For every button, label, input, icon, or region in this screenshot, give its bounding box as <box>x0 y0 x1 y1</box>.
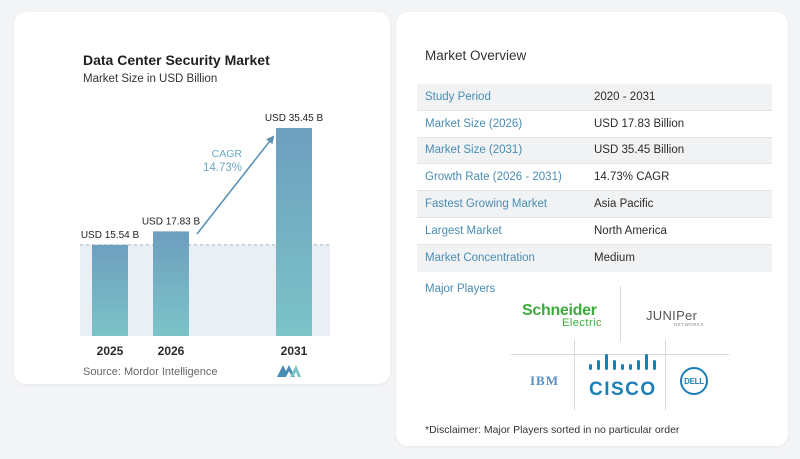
cisco-bar <box>613 360 616 370</box>
overview-row-value: USD 17.83 Billion <box>594 117 685 130</box>
ibm-logo-text: IBM <box>530 373 559 388</box>
overview-table: Study Period 2020 - 2031 Market Size (2026… <box>417 84 772 272</box>
overview-row-value: 14.73% CAGR <box>594 171 670 184</box>
chart-title: Data Center Security Market <box>83 52 270 68</box>
mordor-logo-icon <box>277 365 301 377</box>
overview-title: Market Overview <box>425 48 527 63</box>
bar-2026 <box>153 231 189 336</box>
divider <box>511 354 729 355</box>
cisco-bar <box>637 360 640 370</box>
divider <box>665 340 666 410</box>
divider <box>620 286 621 342</box>
overview-row-value: USD 35.45 Billion <box>594 144 685 157</box>
cisco-bar <box>653 360 656 370</box>
major-players-title: Major Players <box>425 283 496 295</box>
cagr-arrow <box>196 135 275 235</box>
dell-logo-text: DELL <box>684 376 704 386</box>
overview-row-label: Largest Market <box>425 224 502 237</box>
overview-row-label: Growth Rate (2026 - 2031) <box>425 171 562 184</box>
overview-row-value: Medium <box>594 252 635 265</box>
overview-row: Market Concentration Medium <box>417 244 772 272</box>
cisco-bar <box>629 364 632 370</box>
overview-row: Market Size (2026) USD 17.83 Billion <box>417 111 772 138</box>
cisco-bar <box>605 354 608 370</box>
overview-row: Market Size (2031) USD 35.45 Billion <box>417 137 772 165</box>
bar-2031 <box>276 128 312 336</box>
cisco-bars-icon <box>589 354 656 370</box>
schneider-logo-text: Schneider <box>522 302 597 319</box>
cagr-label: CAGR <box>212 148 243 160</box>
disclaimer-text: *Disclaimer: Major Players sorted in no … <box>425 424 680 436</box>
x-tick-label: 2026 <box>158 344 185 358</box>
overview-row: Fastest Growing Market Asia Pacific <box>417 191 772 218</box>
ibm-logo: IBM <box>530 373 559 389</box>
overview-row-value: North America <box>594 224 667 237</box>
bar-value-label: USD 17.83 B <box>142 216 201 227</box>
cagr-value: 14.73% <box>203 162 242 174</box>
x-tick-label: 2025 <box>97 344 124 358</box>
cisco-bar <box>597 360 600 370</box>
overview-row-label: Market Size (2026) <box>425 117 523 130</box>
dell-circle-icon: DELL <box>680 367 708 395</box>
overview-row: Largest Market North America <box>417 218 772 245</box>
juniper-logo-text: JUNIPer <box>646 308 698 323</box>
overview-row-label: Fastest Growing Market <box>425 198 548 211</box>
juniper-logo: JUNIPer NETWORKS <box>646 308 704 327</box>
cisco-bar <box>589 364 592 370</box>
cisco-logo-text: CISCO <box>589 379 657 400</box>
dell-logo: DELL <box>680 367 708 395</box>
overview-row: Study Period 2020 - 2031 <box>417 84 772 111</box>
bar-value-label: USD 35.45 B <box>265 113 324 124</box>
chart-subtitle: Market Size in USD Billion <box>83 73 218 85</box>
cisco-logo: CISCO <box>583 348 659 401</box>
bar-value-label: USD 15.54 B <box>81 230 140 241</box>
overview-row-value: Asia Pacific <box>594 198 654 211</box>
juniper-networks-text: NETWORKS <box>674 322 705 327</box>
source-text: Source: Mordor Intelligence <box>83 366 218 378</box>
cisco-bar <box>621 364 624 370</box>
overview-row-value: 2020 - 2031 <box>594 90 656 103</box>
overview-row: Growth Rate (2026 - 2031) 14.73% CAGR <box>417 164 772 192</box>
overview-row-label: Study Period <box>425 90 491 103</box>
schneider-electric-logo: Schneider Electric <box>522 302 602 329</box>
electric-logo-text: Electric <box>562 317 603 329</box>
overview-row-label: Market Size (2031) <box>425 144 523 157</box>
bar-chart: USD 15.54 B 2025 USD 17.83 B 2026 USD 35.45 … <box>80 113 330 358</box>
divider <box>574 340 575 410</box>
bar-2025 <box>92 244 128 336</box>
x-tick-label: 2031 <box>281 344 308 358</box>
overview-row-label: Market Concentration <box>425 252 535 265</box>
cisco-bar <box>645 354 648 370</box>
